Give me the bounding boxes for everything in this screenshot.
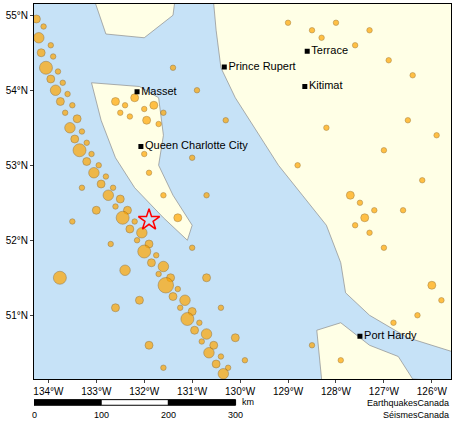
svg-text:Masset: Masset	[141, 85, 176, 97]
svg-text:134°W: 134°W	[33, 386, 64, 397]
svg-text:Terrace: Terrace	[311, 44, 348, 56]
svg-text:0: 0	[32, 410, 37, 420]
svg-text:EarthquakesCanada: EarthquakesCanada	[367, 398, 449, 408]
svg-text:52°N: 52°N	[6, 235, 28, 246]
svg-text:128°W: 128°W	[321, 386, 352, 397]
svg-text:km: km	[242, 397, 254, 407]
svg-text:53°N: 53°N	[6, 160, 28, 171]
svg-text:Queen Charlotte City: Queen Charlotte City	[145, 139, 248, 151]
svg-text:130°W: 130°W	[225, 386, 256, 397]
svg-text:Kitimat: Kitimat	[309, 79, 343, 91]
svg-text:SéismesCanada: SéismesCanada	[383, 410, 449, 420]
svg-text:100: 100	[94, 410, 109, 420]
svg-text:300: 300	[228, 410, 243, 420]
svg-text:Prince Rupert: Prince Rupert	[228, 60, 295, 72]
svg-text:127°W: 127°W	[369, 386, 400, 397]
svg-text:133°W: 133°W	[81, 386, 112, 397]
svg-text:55°N: 55°N	[6, 10, 28, 21]
svg-text:54°N: 54°N	[6, 85, 28, 96]
svg-text:126°W: 126°W	[417, 386, 448, 397]
svg-text:131°W: 131°W	[177, 386, 208, 397]
svg-text:129°W: 129°W	[273, 386, 304, 397]
svg-text:Port Hardy: Port Hardy	[364, 329, 417, 341]
svg-text:132°W: 132°W	[129, 386, 160, 397]
svg-text:200: 200	[161, 410, 176, 420]
svg-text:51°N: 51°N	[6, 310, 28, 321]
